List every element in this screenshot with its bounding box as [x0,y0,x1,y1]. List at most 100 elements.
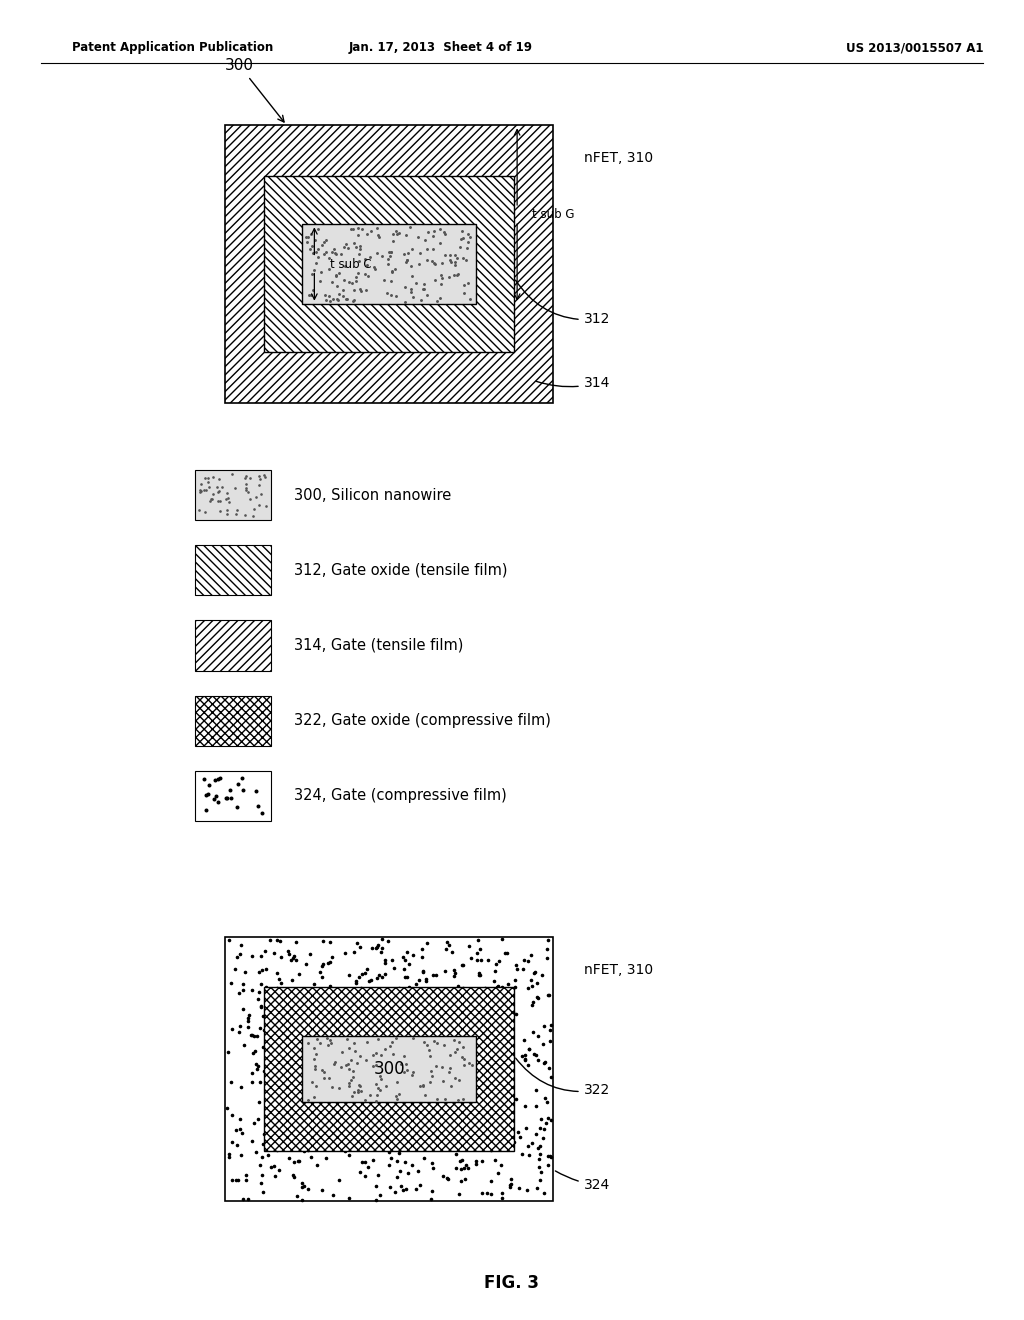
Point [312,1081,329,1102]
Point [367,1111,383,1133]
Point [399,249,416,271]
Point [398,1179,415,1200]
Point [341,1144,357,1166]
Point [401,1005,418,1026]
Point [441,1114,458,1135]
Point [308,1130,325,1151]
Point [308,242,325,263]
Point [435,1035,452,1056]
Point [494,928,510,949]
Point [492,995,508,1016]
Point [190,499,207,520]
Point [354,1027,371,1048]
Point [230,1170,247,1191]
Point [307,1008,324,1030]
Point [307,230,324,251]
Point [308,1044,325,1065]
Point [528,1177,545,1199]
Point [349,224,366,246]
Point [389,1097,406,1118]
Point [290,1150,306,1171]
Point [399,1052,416,1073]
Point [244,1130,260,1151]
Point [345,986,361,1007]
Point [468,1129,484,1150]
Point [401,977,418,998]
Point [536,1015,552,1036]
Point [243,1024,259,1045]
Point [251,1092,267,1113]
Point [314,1060,331,1081]
Point [461,1059,477,1080]
Point [212,768,228,789]
Point [457,1168,473,1189]
Point [219,788,236,809]
Point [241,1010,257,1031]
Point [461,1158,477,1179]
Point [313,966,330,987]
Point [494,1127,510,1148]
Point [341,1117,357,1138]
Point [262,1156,279,1177]
Point [474,1151,490,1172]
Point [540,1144,556,1166]
Point [442,1080,459,1101]
Point [372,1078,388,1100]
Point [435,1071,452,1092]
Point [385,995,401,1016]
Bar [302,1036,476,1102]
Point [346,279,362,300]
Point [242,488,258,510]
Point [266,1166,283,1187]
Point [262,1010,279,1031]
Point [438,939,455,960]
Point [469,1068,485,1089]
Point [391,1084,408,1105]
Point [450,1090,466,1111]
Point [361,1084,378,1105]
Point [344,1067,360,1088]
Point [289,1185,305,1206]
Point [412,1175,428,1196]
Point [370,1164,386,1185]
Point [388,220,404,242]
Point [310,247,327,268]
Point [426,994,442,1015]
Point [305,280,322,301]
Point [423,1181,439,1203]
Point [356,1166,373,1187]
Point [502,1176,518,1197]
Point [518,1118,535,1139]
Point [381,1154,397,1175]
Point [254,803,270,824]
Point [269,962,286,983]
Point [327,1135,343,1156]
Point [352,1076,369,1097]
Point [251,475,267,496]
Point [415,961,431,982]
Point [279,989,295,1010]
Point [260,1094,276,1115]
Point [445,960,462,981]
Point [198,784,214,805]
Point [436,982,453,1003]
Point [417,1023,433,1044]
Point [248,1053,264,1074]
Point [380,931,396,952]
Point [529,1049,546,1071]
Point [475,1020,492,1041]
Point [368,1123,384,1144]
Point [471,1008,487,1030]
Point [294,1173,310,1195]
Point [385,1044,401,1065]
Point [388,993,404,1014]
Point [416,1074,432,1096]
Point [498,1133,514,1154]
Point [426,220,442,242]
Point [349,1081,366,1102]
Point [303,284,319,305]
Point [392,1024,409,1045]
Point [451,1073,467,1094]
Point [206,788,222,809]
Point [488,1012,505,1034]
